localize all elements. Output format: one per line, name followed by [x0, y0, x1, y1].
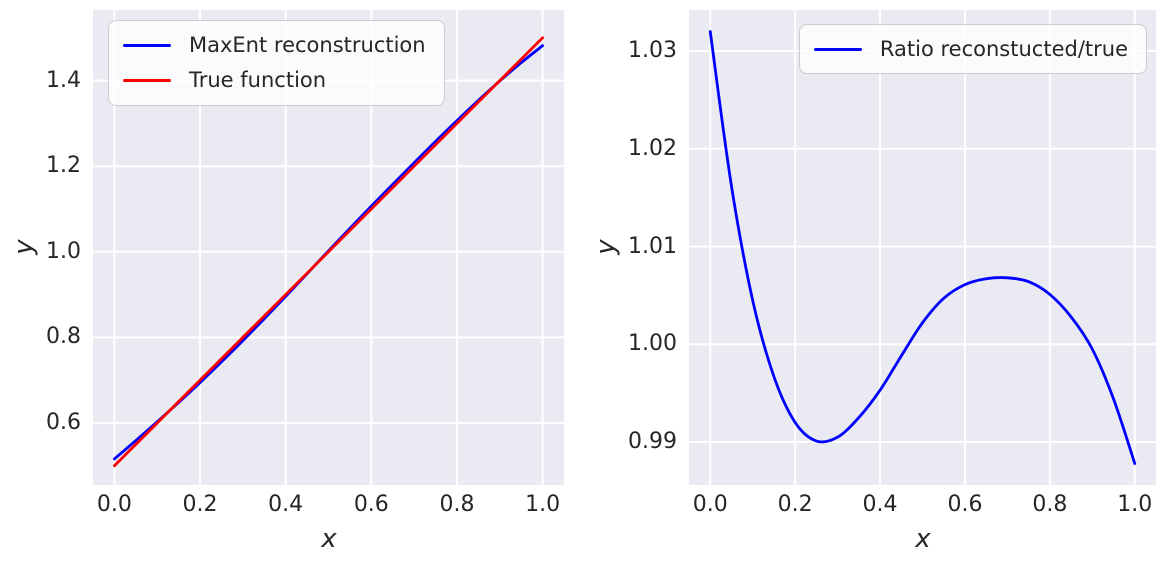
legend-label: MaxEnt reconstruction — [189, 33, 426, 57]
x-tick-label: 1.0 — [525, 492, 561, 517]
y-tick-label: 1.0 — [46, 238, 81, 264]
y-tick-label: 1.02 — [628, 135, 677, 161]
series-line — [113, 36, 544, 468]
legend-entry: MaxEnt reconstruction — [123, 32, 426, 58]
y-tick-label: 1.03 — [628, 38, 677, 64]
left-plot-legend: MaxEnt reconstruction True function — [108, 20, 445, 106]
legend-label: True function — [189, 68, 327, 93]
right-plot-svg — [689, 10, 1156, 485]
x-tick-label: 0.6 — [353, 492, 389, 517]
x-tick-label: 0.0 — [96, 492, 132, 517]
x-tick-label: 0.6 — [947, 492, 983, 517]
y-tick-label: 0.6 — [46, 409, 81, 435]
legend-line-swatch — [123, 43, 171, 47]
legend-line-swatch — [123, 78, 171, 82]
right-plot-axes: Ratio reconstucted/true — [689, 10, 1156, 485]
left-x-axis-label: x — [321, 524, 337, 554]
legend-line-swatch — [813, 47, 862, 51]
legend-entry: True function — [123, 67, 426, 93]
x-tick-label: 1.0 — [1117, 492, 1153, 517]
x-tick-label: 0.2 — [182, 492, 218, 517]
x-tick-label: 0.2 — [777, 492, 813, 517]
right-y-axis-label: y — [591, 239, 621, 255]
x-tick-label: 0.8 — [439, 492, 475, 517]
right-plot-legend: Ratio reconstucted/true — [798, 24, 1147, 75]
series-line — [708, 30, 1137, 465]
y-tick-label: 1.01 — [628, 233, 677, 259]
legend-entry: Ratio reconstucted/true — [813, 36, 1128, 62]
right-x-axis-label: x — [915, 524, 931, 554]
y-tick-label: 1.00 — [628, 331, 677, 357]
x-tick-label: 0.4 — [862, 492, 898, 517]
x-tick-label: 0.0 — [692, 492, 728, 517]
y-tick-label: 0.99 — [628, 428, 677, 454]
y-tick-label: 0.8 — [46, 324, 81, 350]
left-figure: MaxEnt reconstruction True function x y 0… — [9, 10, 564, 554]
x-tick-label: 0.8 — [1032, 492, 1068, 517]
legend-label: Ratio reconstucted/true — [879, 37, 1128, 61]
y-tick-label: 1.2 — [46, 153, 81, 179]
left-plot-axes: MaxEnt reconstruction True function — [93, 10, 564, 485]
left-y-axis-label: y — [9, 239, 39, 255]
x-tick-label: 0.4 — [268, 492, 304, 517]
right-figure: Ratio reconstucted/true x y 0.0 0.2 0.4 0.6… — [583, 0, 1166, 566]
y-tick-label: 1.4 — [46, 67, 81, 93]
